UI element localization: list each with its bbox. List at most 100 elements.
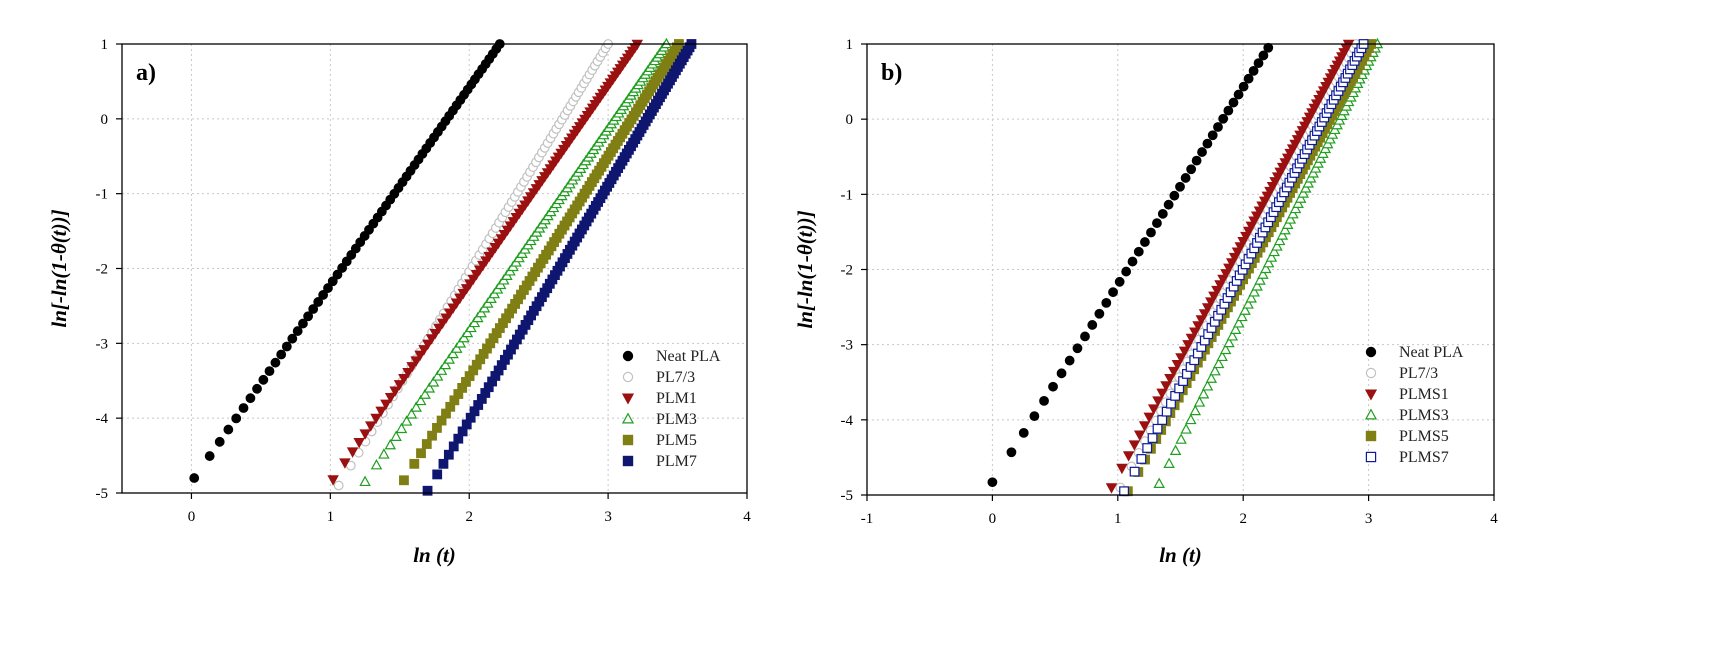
data-point xyxy=(1018,427,1029,438)
legend-marker xyxy=(621,393,635,405)
data-point xyxy=(223,424,234,435)
data-point xyxy=(238,403,249,413)
y-tick-label: -4 xyxy=(96,411,109,427)
data-point xyxy=(458,331,470,343)
x-tick-label: 3 xyxy=(1365,511,1373,527)
data-point xyxy=(332,269,343,280)
data-point xyxy=(1163,199,1174,210)
data-point xyxy=(1094,308,1105,319)
legend-label: PLM7 xyxy=(656,453,697,470)
data-point xyxy=(1189,404,1202,416)
legend-label: PLM1 xyxy=(656,390,697,407)
series-plm5 xyxy=(399,39,684,486)
data-point xyxy=(1108,287,1118,298)
chart-panel-a: 0 1 2 3 4 -5 -4 -3 -2 -1 0 1 a) ln (t) ln[-ln(1-θ(t))]… xyxy=(47,37,751,567)
data-point xyxy=(987,477,998,488)
data-point xyxy=(1218,113,1229,124)
data-point xyxy=(1236,310,1248,322)
data-point xyxy=(1114,276,1125,287)
legend-marker xyxy=(1364,389,1378,401)
data-point xyxy=(1169,444,1182,455)
data-point xyxy=(384,438,397,450)
legend-marker xyxy=(1365,430,1377,442)
data-point xyxy=(1207,130,1218,141)
data-point xyxy=(1212,357,1225,369)
data-point xyxy=(389,386,401,397)
data-point xyxy=(1142,443,1153,453)
data-point xyxy=(1281,218,1294,229)
data-point xyxy=(327,276,338,287)
data-point xyxy=(465,321,477,333)
legend-label: PLM3 xyxy=(656,411,697,428)
legend-marker xyxy=(621,412,635,424)
legend-label: Neat PLA xyxy=(1399,344,1464,361)
y-tick-label: -5 xyxy=(841,488,854,504)
data-point xyxy=(1152,423,1163,434)
data-point xyxy=(399,475,409,486)
series-plm3 xyxy=(359,37,673,487)
legend-marker xyxy=(622,350,634,362)
data-point xyxy=(1268,245,1280,257)
data-point xyxy=(341,256,352,267)
series-neat-pla xyxy=(987,42,1274,488)
data-point xyxy=(450,342,463,353)
y-tick-label: 1 xyxy=(101,37,109,53)
data-point xyxy=(1186,164,1197,175)
data-point xyxy=(370,413,382,425)
data-point xyxy=(1087,320,1098,330)
data-point xyxy=(1223,105,1234,116)
y-tick-label: 1 xyxy=(846,37,854,53)
data-point xyxy=(1191,155,1202,166)
data-point xyxy=(414,394,427,406)
data-point xyxy=(414,350,426,362)
data-point xyxy=(1167,366,1180,378)
data-point xyxy=(1128,440,1141,451)
series-neat-pla xyxy=(189,39,505,483)
data-point xyxy=(1129,466,1140,477)
data-point xyxy=(359,429,371,440)
data-point xyxy=(370,458,383,470)
data-point xyxy=(1039,395,1049,406)
x-tick-label: -1 xyxy=(861,511,874,527)
data-point xyxy=(1302,177,1314,188)
data-point xyxy=(1138,421,1151,432)
data-point xyxy=(1213,122,1223,132)
data-point xyxy=(1182,340,1194,351)
legend-label: PLMS5 xyxy=(1399,428,1449,445)
data-point xyxy=(378,448,390,459)
data-point xyxy=(1279,223,1291,235)
data-point xyxy=(359,475,371,487)
y-tick-label: 0 xyxy=(846,112,854,128)
data-point xyxy=(423,382,436,393)
data-point xyxy=(258,374,269,385)
data-point xyxy=(1064,355,1075,366)
data-point xyxy=(454,337,467,348)
data-point xyxy=(431,370,444,381)
data-point xyxy=(1216,350,1228,362)
data-point xyxy=(405,408,418,419)
data-point xyxy=(308,304,319,314)
data-point xyxy=(1072,343,1083,354)
legend-label: PL7/3 xyxy=(1399,365,1438,382)
data-point xyxy=(1248,65,1259,76)
data-point xyxy=(1251,280,1263,291)
data-point xyxy=(323,283,333,293)
data-point xyxy=(1140,237,1150,247)
data-point xyxy=(1193,396,1206,407)
data-point xyxy=(245,393,256,404)
data-point xyxy=(419,388,431,399)
series-plm7 xyxy=(422,39,697,496)
data-point xyxy=(1289,202,1302,214)
data-point xyxy=(422,485,433,496)
legend-label: PLMS3 xyxy=(1399,407,1449,424)
data-point xyxy=(1253,58,1264,69)
data-point xyxy=(1185,333,1198,345)
data-point xyxy=(1178,346,1191,358)
data-point xyxy=(270,357,281,368)
data-point xyxy=(1263,42,1274,53)
series-plm1 xyxy=(327,39,644,486)
data-point xyxy=(1233,317,1245,328)
data-point xyxy=(1205,372,1218,383)
data-point xyxy=(189,473,200,483)
data-point xyxy=(1080,331,1090,342)
